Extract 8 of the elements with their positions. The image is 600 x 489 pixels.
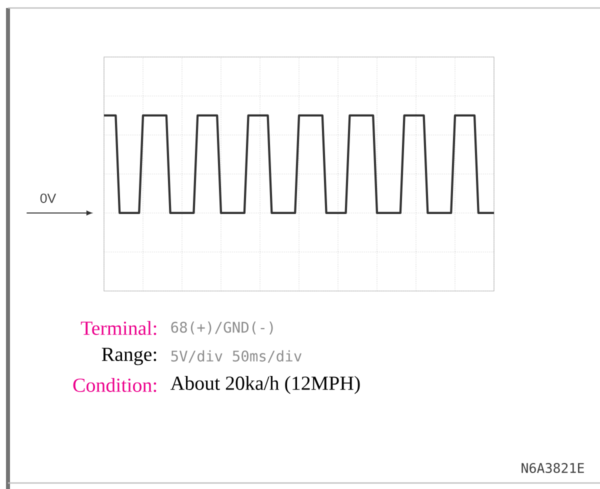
text: 68(+)/GND(-) xyxy=(171,321,273,334)
text: N6A3821E xyxy=(522,462,584,474)
text: 0V xyxy=(40,194,56,203)
text: Terminal: xyxy=(80,320,156,336)
text: Condition: xyxy=(73,378,156,392)
text: About 20ka/h (12MPH) xyxy=(170,376,360,394)
text: 5V/div 50ms/div xyxy=(171,350,302,363)
text: Range: xyxy=(102,348,156,366)
